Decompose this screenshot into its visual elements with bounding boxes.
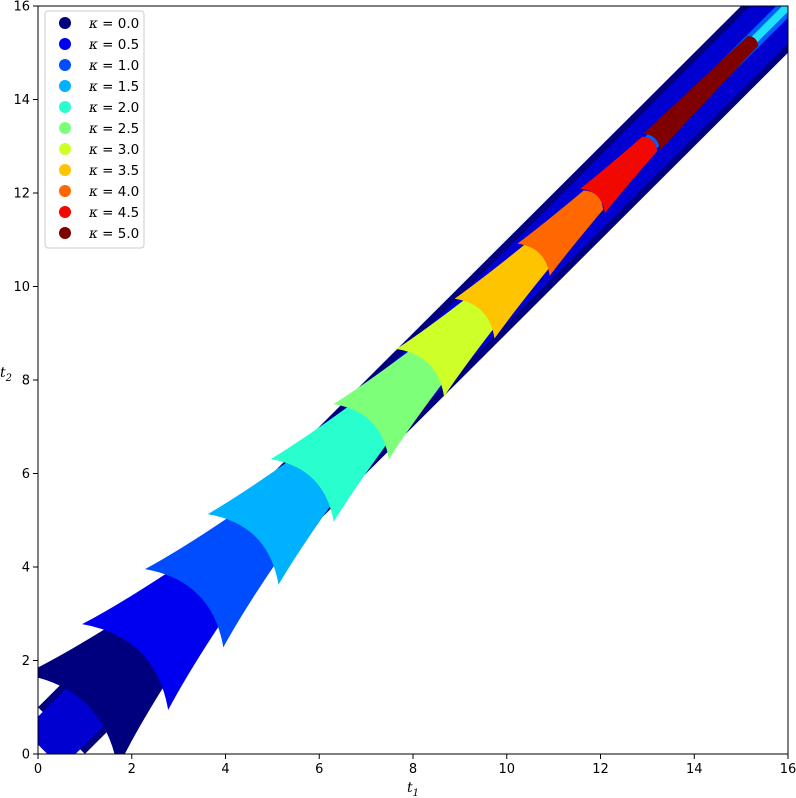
legend-label-0: κ = 0.0 bbox=[88, 16, 139, 32]
x-tick-label: 8 bbox=[409, 762, 417, 777]
y-tick-label: 10 bbox=[13, 280, 30, 295]
legend-marker-8 bbox=[59, 185, 71, 197]
series-mark-3 bbox=[207, 459, 334, 585]
legend-label-2: κ = 1.0 bbox=[88, 58, 139, 74]
x-tick-label: 16 bbox=[780, 762, 796, 777]
series-mark-4 bbox=[270, 405, 388, 522]
legend-label-8: κ = 4.0 bbox=[88, 184, 139, 200]
x-tick-label: 0 bbox=[34, 762, 42, 777]
x-tick-label: 12 bbox=[592, 762, 609, 777]
series-mark-0 bbox=[38, 625, 167, 754]
x-tick-label: 4 bbox=[221, 762, 229, 777]
legend-marker-2 bbox=[59, 59, 71, 71]
legend-label-1: κ = 0.5 bbox=[88, 37, 139, 53]
y-tick-label: 12 bbox=[13, 187, 30, 202]
series-mark-1 bbox=[82, 571, 221, 711]
legend-marker-6 bbox=[59, 143, 71, 155]
y-tick-label: 8 bbox=[22, 374, 30, 389]
y-axis-label: t2 bbox=[0, 365, 12, 384]
legend-marker-9 bbox=[59, 206, 71, 218]
y-tick-label: 4 bbox=[22, 561, 30, 576]
legend-marker-10 bbox=[59, 227, 71, 239]
x-axis: 0 2 4 6 8 10 12 14 16 bbox=[34, 754, 796, 777]
series-mark-10 bbox=[643, 36, 758, 151]
x-tick-label: 6 bbox=[315, 762, 323, 777]
legend-label-9: κ = 4.5 bbox=[88, 205, 139, 221]
legend-marker-7 bbox=[59, 164, 71, 176]
legend-label-6: κ = 3.0 bbox=[88, 142, 139, 158]
series-mark-7 bbox=[454, 244, 550, 339]
x-tick-label: 10 bbox=[498, 762, 515, 777]
plot-area bbox=[38, 6, 788, 754]
legend: κ = 0.0 κ = 0.5 κ = 1.0 κ = 1.5 κ = 2.0 κ = 2… bbox=[44, 10, 145, 249]
y-tick-label: 6 bbox=[22, 467, 30, 482]
legend-label-4: κ = 2.0 bbox=[88, 100, 139, 116]
legend-marker-3 bbox=[59, 80, 71, 92]
series-mark-9 bbox=[580, 136, 658, 214]
y-tick-label: 14 bbox=[13, 93, 30, 108]
marks-layer bbox=[38, 36, 758, 754]
series-mark-2 bbox=[144, 517, 275, 648]
x-axis-label: t1 bbox=[407, 780, 419, 798]
legend-marker-1 bbox=[59, 38, 71, 50]
legend-label-3: κ = 1.5 bbox=[88, 79, 139, 95]
y-tick-label: 16 bbox=[13, 0, 30, 15]
legend-label-7: κ = 3.5 bbox=[88, 163, 139, 179]
series-mark-5 bbox=[333, 351, 442, 460]
x-tick-label: 14 bbox=[686, 762, 703, 777]
legend-marker-4 bbox=[59, 101, 71, 113]
legend-marker-5 bbox=[59, 122, 71, 134]
series-mark-8 bbox=[517, 190, 604, 276]
y-tick-label: 0 bbox=[22, 748, 30, 763]
y-axis: 0 2 4 6 8 10 12 14 16 bbox=[13, 0, 38, 763]
x-tick-label: 2 bbox=[128, 762, 136, 777]
legend-label-10: κ = 5.0 bbox=[88, 226, 139, 242]
y-tick-label: 2 bbox=[22, 654, 30, 669]
legend-marker-0 bbox=[59, 17, 71, 29]
series-mark-6 bbox=[396, 297, 496, 397]
legend-label-5: κ = 2.5 bbox=[88, 121, 139, 137]
